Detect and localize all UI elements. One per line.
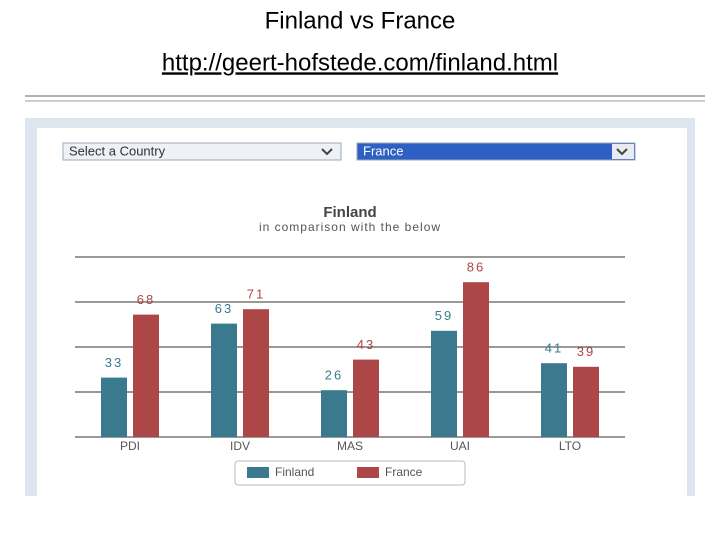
x-tick-label: MAS (337, 439, 363, 453)
x-tick-label: PDI (120, 439, 140, 453)
slide-title: Finland vs France (265, 7, 456, 34)
legend-swatch (357, 467, 379, 478)
legend-box (234, 460, 466, 486)
data-label: 86 (467, 260, 485, 275)
bar (133, 314, 159, 437)
dropdown-button (612, 144, 634, 159)
data-label: 43 (357, 337, 375, 352)
bar (573, 366, 599, 437)
x-tick-label: IDV (230, 439, 250, 453)
comparison-select[interactable] (356, 142, 636, 161)
bar (243, 309, 269, 437)
x-tick-label: LTO (559, 439, 581, 453)
data-label: 63 (215, 301, 233, 316)
chart-subtitle: in comparison with the below (259, 220, 441, 234)
dropdown-arrow (321, 148, 333, 156)
data-label: 68 (137, 292, 155, 307)
bar (353, 359, 379, 437)
data-label: 71 (247, 287, 265, 302)
x-tick-label: UAI (450, 439, 470, 453)
legend-label: France (385, 465, 423, 479)
legend-swatch (247, 467, 269, 478)
data-label: 41 (545, 341, 563, 356)
country-select-label: Select a Country (69, 143, 166, 158)
bar (541, 363, 567, 437)
bar (211, 323, 237, 437)
data-label: 33 (105, 355, 123, 370)
slide-link[interactable]: http://geert-hofstede.com/finland.html (162, 49, 558, 76)
bar (431, 330, 457, 437)
bar (321, 390, 347, 437)
data-label: 39 (577, 344, 595, 359)
data-label: 59 (435, 308, 453, 323)
dropdown-arrow (616, 148, 628, 156)
country-select[interactable] (62, 142, 342, 161)
bar (463, 282, 489, 437)
chart-title: Finland (323, 204, 376, 221)
comparison-select-label: France (363, 143, 403, 158)
bar (101, 377, 127, 437)
data-label: 26 (325, 368, 343, 383)
legend-label: Finland (275, 465, 314, 479)
